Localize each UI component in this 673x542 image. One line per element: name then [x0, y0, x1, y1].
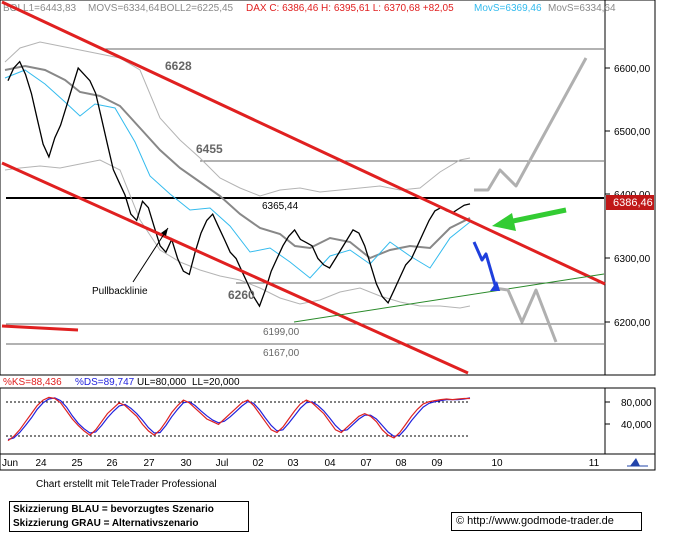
oscillator-panel-frame — [0, 387, 606, 455]
ks-label: %KS=88,436 — [3, 377, 62, 388]
source-url: http://www.godmode-trader.de — [467, 515, 614, 527]
x-tick-11: 11 — [589, 458, 600, 469]
dax-quote: DAX C: 6386,46 H: 6395,61 L: 6370,68 +82… — [246, 3, 454, 14]
movs-cyan-label: MovS=6369,46 — [474, 3, 542, 14]
channel-lower-line — [1, 161, 469, 375]
green-arrow-shaft — [507, 207, 567, 225]
x-tick-jul: Jul — [216, 458, 229, 469]
source-link[interactable]: © http://www.godmode-trader.de — [451, 512, 642, 531]
scenario-legend: Skizzierung BLAU = bevorzugtes Szenario … — [9, 501, 249, 532]
x-tick-03: 03 — [287, 458, 299, 469]
ul-label: UL=80,000 — [137, 377, 187, 388]
x-tick-27: 27 — [143, 458, 155, 469]
green-arrow-head — [492, 213, 516, 231]
x-tick-24: 24 — [35, 458, 47, 469]
pullback-label: Pullbacklinie — [92, 286, 148, 297]
time-axis: Jun 24 25 26 27 30 Jul 02 03 04 07 08 09 10 11 — [2, 458, 600, 469]
boll1-label: BOLL1=6443,83 — [3, 3, 77, 14]
movs-gray-label: MovS=6334,64 — [548, 3, 616, 14]
scenario-blue-head — [490, 281, 500, 291]
copyright-icon: © — [456, 515, 465, 527]
x-tick-07: 07 — [360, 458, 372, 469]
x-tick-02: 02 — [252, 458, 264, 469]
price-panel-frame — [0, 0, 606, 376]
x-tick-25: 25 — [71, 458, 83, 469]
boll2-label: BOLL2=6225,45 — [160, 3, 234, 14]
scenario-gray-up — [474, 57, 588, 192]
y-tick-6200: 6200,00 — [614, 318, 651, 329]
oscillator-axis-frame — [604, 387, 656, 455]
scenario-blue — [472, 241, 498, 289]
chart-credit: Chart erstellt mit TeleTrader Profession… — [36, 479, 217, 490]
legend-blue: Skizzierung BLAU = bevorzugtes Szenario — [13, 504, 214, 515]
osc-tick-80: 80,000 — [621, 398, 652, 409]
last-price-badge — [606, 195, 654, 210]
legend-gray: Skizzierung GRAU = Alternativszenario — [13, 518, 199, 529]
x-tick-10: 10 — [491, 458, 503, 469]
level-6199-label: 6199,00 — [263, 327, 300, 338]
y-tick-6500: 6500,00 — [614, 127, 651, 138]
level-6455-label: 6455 — [196, 142, 223, 156]
channel-bottom-segment — [1, 324, 79, 332]
level-6260-label: 6260 — [228, 288, 255, 302]
price-axis-frame — [604, 0, 656, 376]
level-6167-label: 6167,00 — [263, 348, 300, 359]
x-tick-08: 08 — [395, 458, 407, 469]
x-tick-26: 26 — [106, 458, 118, 469]
ds-label: %DS=89,747 — [75, 377, 135, 388]
ll-label: LL=20,000 — [192, 377, 240, 388]
x-tick-09: 09 — [431, 458, 443, 469]
axis-settings-icon[interactable] — [622, 455, 654, 469]
x-tick-04: 04 — [324, 458, 336, 469]
ks-line — [7, 396, 470, 442]
channel-upper-line — [1, 0, 606, 286]
level-6365-label: 6365,44 — [262, 201, 299, 212]
price-axis: 6600,00 6500,00 6400,00 6300,00 6200,00 … — [605, 64, 654, 329]
pullback-arrow-head — [161, 228, 168, 236]
support-trend-line — [293, 273, 605, 323]
osc-tick-40: 40,000 — [621, 420, 652, 431]
movs-label: MOVS=6334,64 — [88, 3, 160, 14]
movs-gray-line — [4, 64, 471, 260]
y-tick-6600: 6600,00 — [614, 64, 651, 75]
price-line — [7, 60, 471, 308]
level-lines — [6, 48, 604, 345]
level-6628-label: 6628 — [165, 59, 192, 73]
time-axis-frame — [0, 453, 656, 471]
x-tick-30: 30 — [180, 458, 192, 469]
last-price-value: 6386,46 — [613, 197, 653, 209]
x-tick-jun: Jun — [2, 458, 18, 469]
pullback-arrow — [132, 227, 169, 283]
scenario-gray-down — [493, 286, 558, 343]
movs-cyan-line — [4, 69, 471, 279]
bollinger-upper — [4, 41, 471, 197]
y-tick-6300: 6300,00 — [614, 254, 651, 265]
ds-line — [7, 397, 471, 441]
bollinger-lower — [4, 159, 471, 309]
